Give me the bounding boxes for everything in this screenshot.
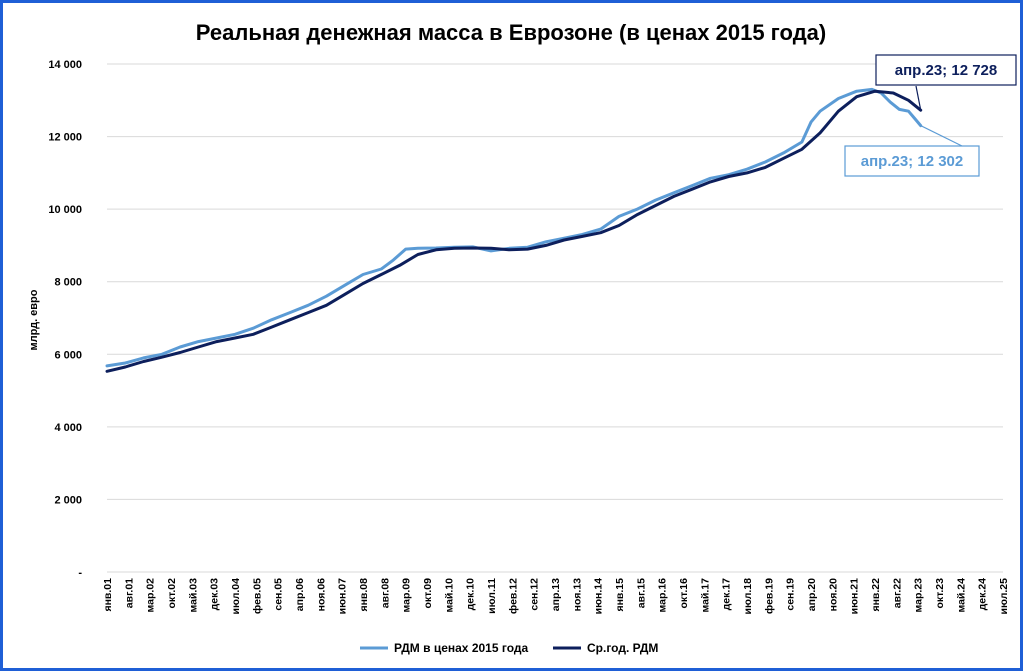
legend-label: РДМ в ценах 2015 года xyxy=(394,641,528,655)
x-tick-label: янв.08 xyxy=(358,578,370,612)
x-tick-label: апр.20 xyxy=(806,578,818,611)
x-tick-label: сен.05 xyxy=(273,578,285,611)
x-tick-label: июл.25 xyxy=(998,578,1010,615)
y-tick-label: 4 000 xyxy=(54,422,82,434)
annotations: апр.23; 12 728 апр.23; 12 302 xyxy=(844,54,1017,177)
annotation-box xyxy=(875,54,1017,86)
x-tick-label: сен.12 xyxy=(529,578,541,611)
x-tick-label: дек.24 xyxy=(977,578,989,611)
x-tick-label: авг.22 xyxy=(891,578,903,608)
y-tick-label: - xyxy=(78,567,82,579)
x-tick-label: мар.02 xyxy=(145,578,157,613)
x-tick-label: фев.12 xyxy=(507,578,519,614)
y-tick-label: 2 000 xyxy=(54,494,82,506)
x-axis-ticks: янв.01 авг.01 мар.02 окт.02 май.03 дек.03 июл.… xyxy=(102,578,1010,615)
y-tick-label: 6 000 xyxy=(54,349,82,361)
x-tick-label: мар.09 xyxy=(401,578,413,613)
annotation-label: апр.23; 12 728 xyxy=(895,62,997,79)
x-tick-label: фев.19 xyxy=(763,578,775,614)
annotation-box xyxy=(844,145,980,177)
x-tick-label: дек.03 xyxy=(209,578,221,611)
x-tick-label: июн.21 xyxy=(849,578,861,615)
x-tick-label: май.17 xyxy=(699,578,711,613)
series-line-avg-money xyxy=(105,89,923,373)
x-tick-label: апр.13 xyxy=(550,578,562,611)
x-tick-label: авг.01 xyxy=(123,578,135,608)
x-tick-label: янв.22 xyxy=(870,578,882,612)
x-tick-label: июл.11 xyxy=(486,578,498,614)
x-tick-label: ноя.06 xyxy=(315,578,327,612)
series-line-real-money xyxy=(105,87,923,368)
x-tick-label: авг.08 xyxy=(379,578,391,608)
legend-label: Ср.год. РДМ xyxy=(587,641,658,655)
x-tick-label: янв.01 xyxy=(102,578,114,612)
annotation-label: апр.23; 12 302 xyxy=(861,153,963,170)
x-tick-label: июн.07 xyxy=(337,578,349,615)
x-tick-label: июл.18 xyxy=(742,578,754,615)
x-tick-label: май.10 xyxy=(443,578,455,613)
x-tick-label: фев.05 xyxy=(251,578,263,614)
legend: РДМ в ценах 2015 года Ср.год. РДМ xyxy=(360,641,658,655)
x-tick-label: авг.15 xyxy=(635,578,647,608)
x-tick-label: янв.15 xyxy=(614,578,626,612)
x-tick-label: мар.23 xyxy=(913,578,925,613)
x-tick-label: июн.14 xyxy=(593,578,605,615)
y-tick-label: 14 000 xyxy=(48,59,82,71)
gridlines xyxy=(107,63,1003,573)
x-tick-label: апр.06 xyxy=(294,578,306,611)
y-axis-label: млрд. евро xyxy=(28,289,40,350)
chart-title: Реальная денежная масса в Еврозоне (в це… xyxy=(196,20,826,45)
y-axis-ticks: - 2 000 4 000 6 000 8 000 10 000 12 000 14 000 xyxy=(48,59,82,579)
y-tick-label: 8 000 xyxy=(54,277,82,289)
annotation-leader-line xyxy=(915,85,922,111)
annotation-leader-line xyxy=(920,125,963,147)
y-tick-label: 12 000 xyxy=(48,132,82,144)
x-tick-label: май.03 xyxy=(187,578,199,613)
y-tick-label: 10 000 xyxy=(48,204,82,216)
x-tick-label: мар.16 xyxy=(657,578,669,613)
x-tick-label: дек.17 xyxy=(721,578,733,611)
x-tick-label: ноя.20 xyxy=(827,578,839,612)
series-lines xyxy=(105,87,923,373)
x-tick-label: окт.02 xyxy=(166,578,178,609)
x-tick-label: ноя.13 xyxy=(571,578,583,612)
x-tick-label: окт.23 xyxy=(934,578,946,609)
x-tick-label: май.24 xyxy=(955,578,967,613)
x-tick-label: сен.19 xyxy=(785,578,797,611)
x-tick-label: окт.09 xyxy=(422,578,434,609)
x-tick-label: июл.04 xyxy=(230,578,242,615)
x-tick-label: дек.10 xyxy=(465,578,477,611)
x-tick-label: окт.16 xyxy=(678,578,690,609)
